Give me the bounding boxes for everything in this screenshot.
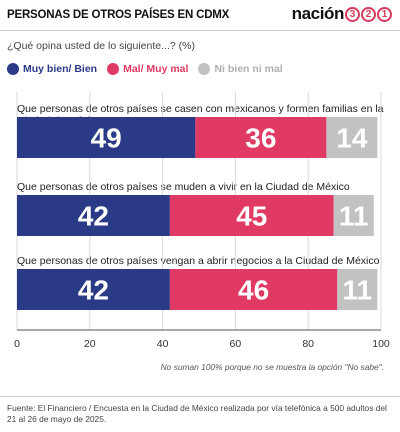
legend-label-mal: Mal/ Muy mal (123, 63, 189, 75)
data-label-2-series-1: 42 (78, 201, 109, 232)
legend-swatch-ni (198, 63, 211, 75)
data-label-2-series-3: 11 (339, 201, 369, 232)
legend-item-mal: Mal/ Muy mal (107, 63, 188, 75)
data-label-1-series-1: 49 (91, 123, 122, 154)
bar-3-series-3 (337, 269, 378, 310)
bar-1-series-2 (195, 117, 327, 158)
footer-divider (0, 396, 400, 397)
x-tick-label-60: 60 (230, 338, 242, 350)
x-tick-label-20: 20 (84, 338, 96, 350)
x-tick-label-100: 100 (372, 338, 390, 350)
bar-2-series-3 (333, 195, 374, 236)
legend-item-muy-bien: Muy bien/ Bien (7, 63, 97, 75)
bar-3-series-2 (169, 269, 338, 310)
chart-source: Fuente: El Financiero / Encuesta en la C… (7, 403, 387, 424)
brand-digit-2: 2 (361, 6, 376, 22)
survey-question: ¿Qué opina usted de lo siguiente...? (%) (7, 40, 195, 52)
brand-wordmark: nación (291, 4, 345, 23)
x-tick-label-80: 80 (302, 338, 314, 350)
data-label-3-series-1: 42 (78, 275, 109, 306)
bar-2-series-1 (17, 195, 170, 236)
legend-swatch-muy-bien (7, 63, 19, 75)
bar-3-series-1 (17, 269, 170, 310)
category-label-2: Que personas de otros países se muden a … (17, 181, 350, 193)
chart-header: PERSONAS DE OTROS PAÍSES EN CDMX nación … (0, 0, 400, 30)
bar-2-series-2 (169, 195, 334, 236)
category-label-3: Que personas de otros países vengan a ab… (17, 255, 380, 267)
data-label-3-series-2: 46 (238, 275, 269, 306)
brand-digit-3: 1 (377, 6, 392, 22)
legend-label-muy-bien: Muy bien/ Bien (23, 63, 98, 75)
x-tick-label-0: 0 (14, 338, 20, 350)
chart-note: No suman 100% porque no se muestra la op… (160, 362, 384, 372)
legend-item-ni: Ni bien ni mal (198, 63, 283, 75)
data-label-3-series-3: 11 (343, 275, 373, 306)
bar-1-series-1 (17, 117, 196, 158)
chart-title: PERSONAS DE OTROS PAÍSES EN CDMX (7, 9, 230, 21)
data-label-2-series-2: 45 (236, 201, 267, 232)
x-tick-label-40: 40 (157, 338, 169, 350)
brand-digit-1: 3 (345, 6, 360, 22)
legend-swatch-mal (107, 63, 120, 75)
chart-legend: Muy bien/ Bien Mal/ Muy mal Ni bien ni m… (7, 63, 293, 75)
legend-label-ni: Ni bien ni mal (214, 63, 283, 75)
header-divider (0, 30, 400, 31)
data-label-1-series-2: 36 (245, 123, 276, 154)
bar-1-series-3 (326, 117, 378, 158)
data-label-1-series-3: 14 (336, 123, 368, 154)
brand-logo: nación 3 2 1 (292, 4, 392, 24)
